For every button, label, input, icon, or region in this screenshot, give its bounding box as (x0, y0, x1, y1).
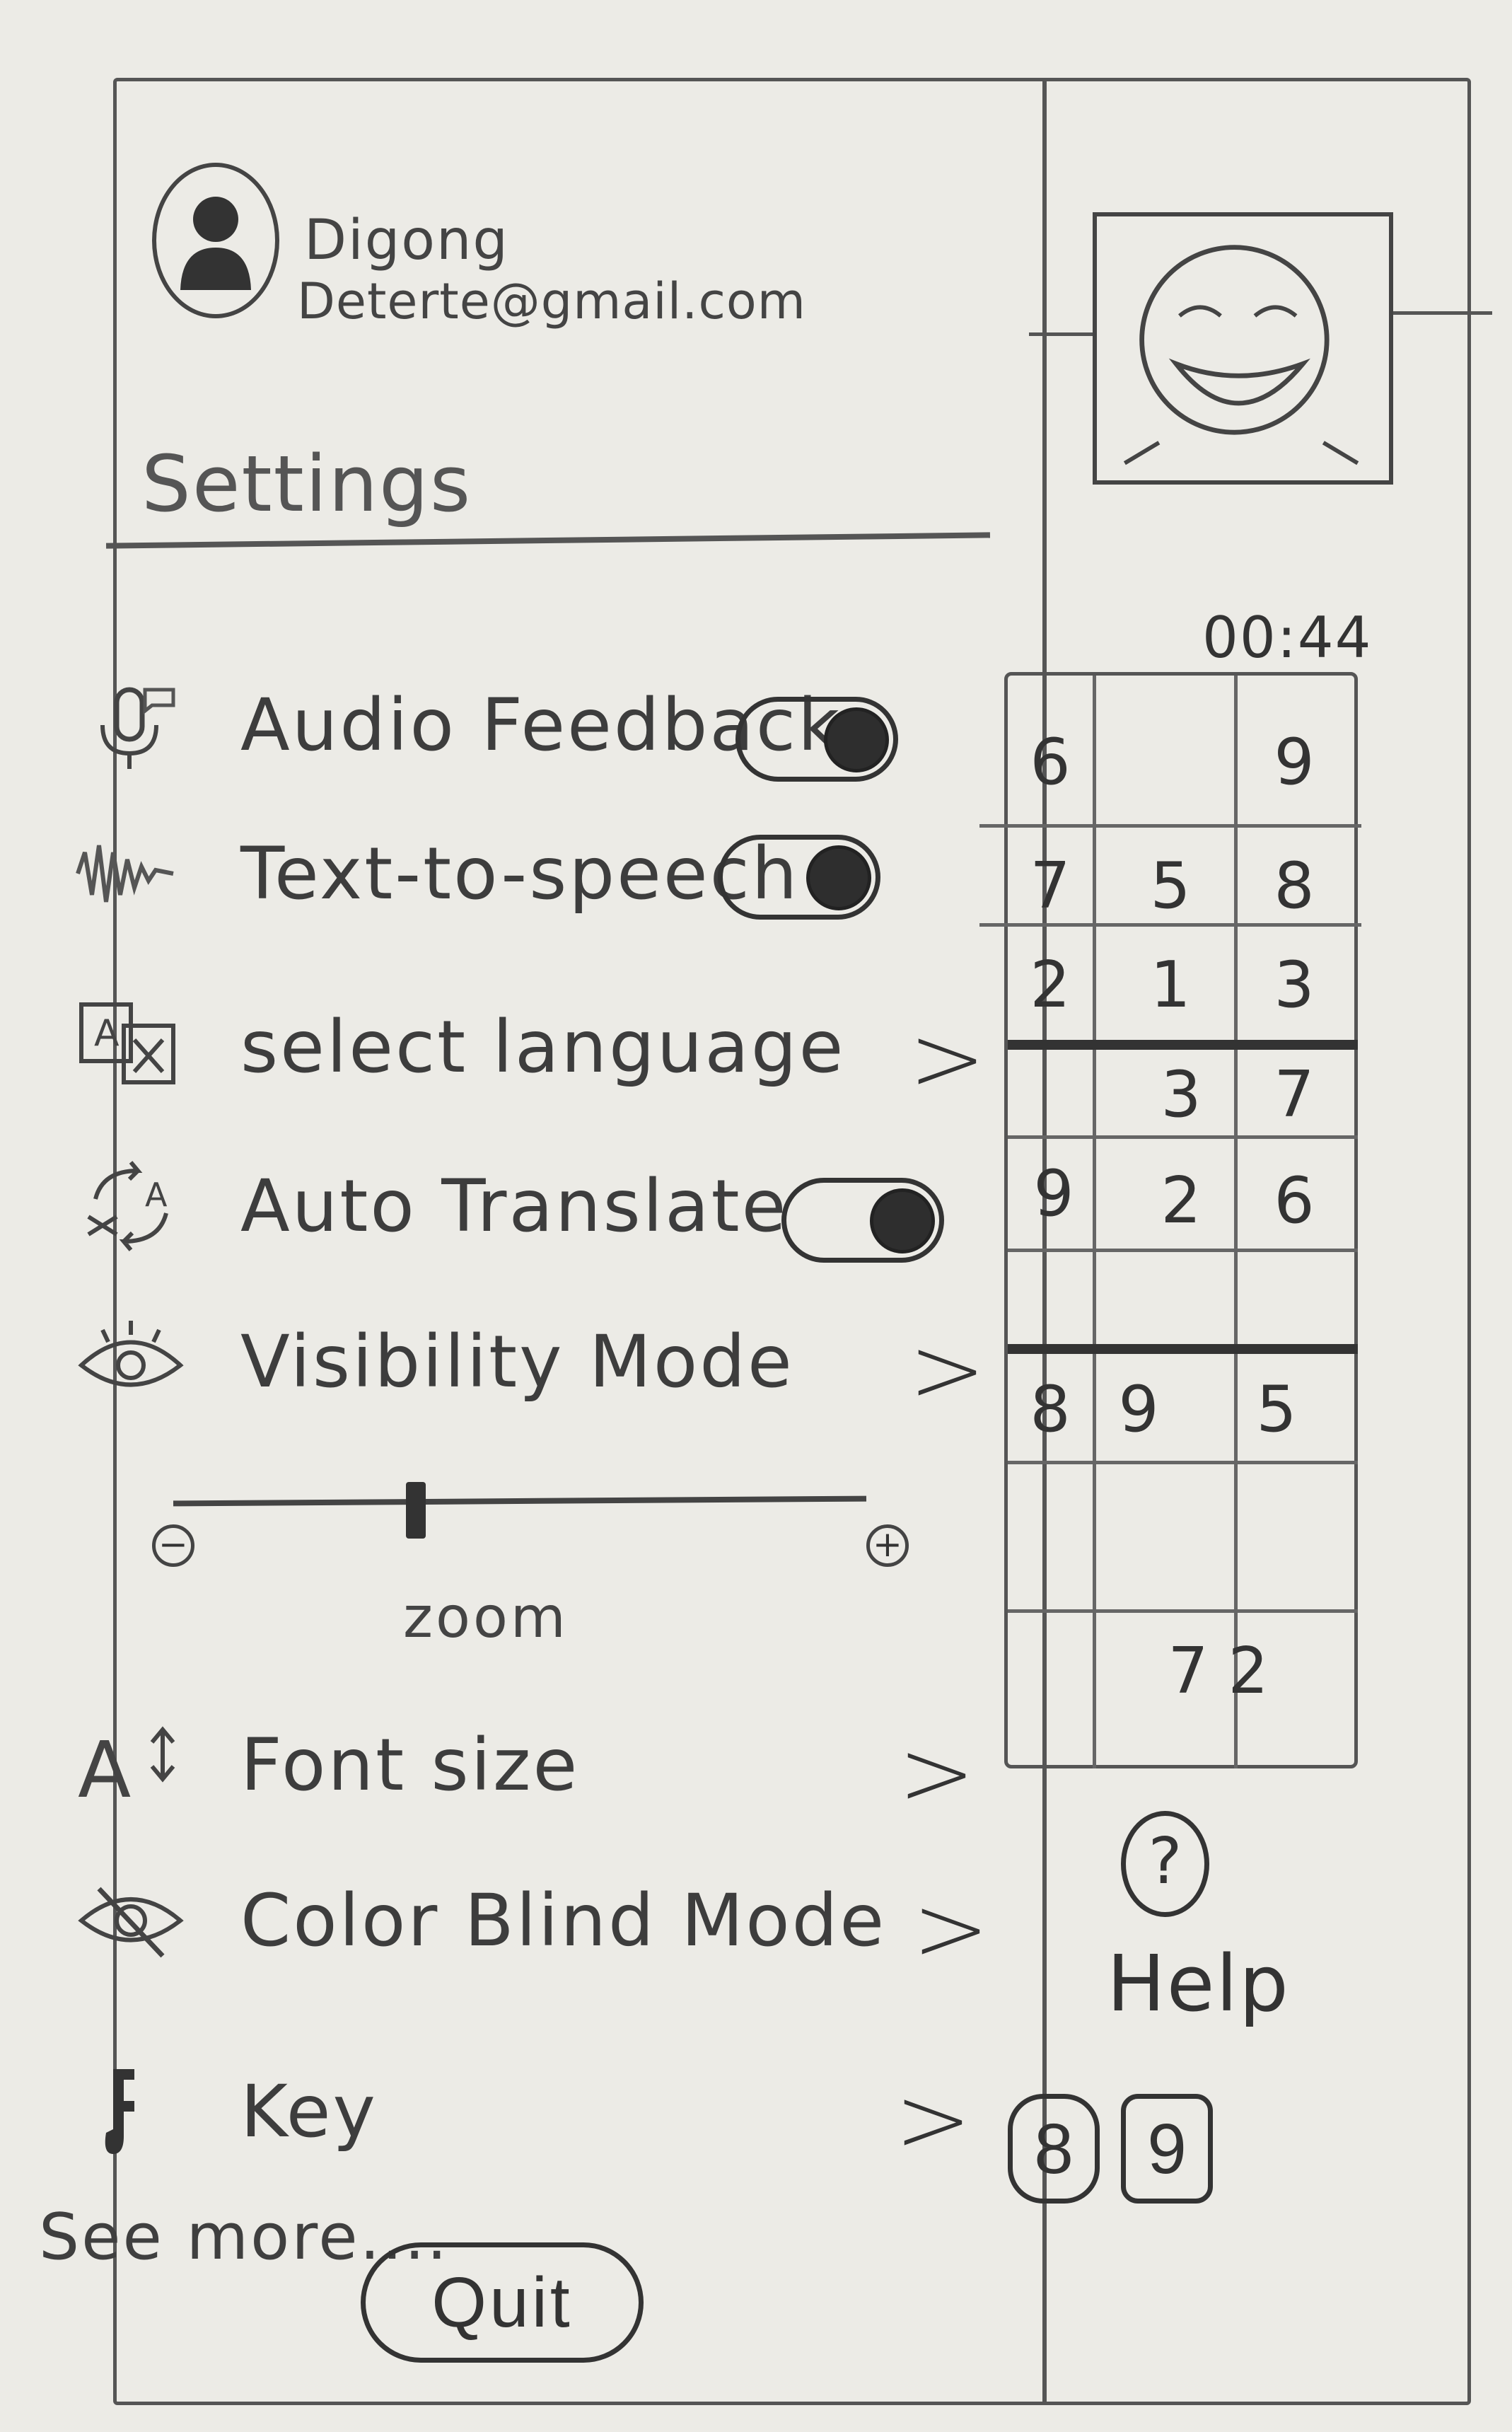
number-key-9[interactable]: 9 (1121, 2094, 1213, 2204)
number-key-8[interactable]: 8 (1008, 2094, 1100, 2204)
key-icon (64, 2058, 198, 2165)
settings-row-text-to-speech[interactable]: Text-to-speech (64, 813, 997, 934)
grid-block-divider (1008, 1344, 1358, 1354)
eye-slash-icon (64, 1868, 198, 1974)
grid-line (1008, 1461, 1358, 1464)
auto-translate-icon: A (64, 1153, 198, 1259)
zoom-label: zoom (403, 1585, 569, 1650)
grid-line (1008, 1609, 1358, 1613)
grid-cell[interactable]: 7 (1030, 849, 1071, 923)
font-size-icon: A (64, 1712, 198, 1818)
grid-line (1234, 676, 1238, 1768)
grid-cell[interactable]: 6 (1030, 725, 1071, 799)
text-to-speech-toggle[interactable] (718, 835, 880, 920)
settings-row-color-blind-mode[interactable]: Color Blind Mode (64, 1860, 997, 1981)
eye-icon (64, 1309, 198, 1415)
grid-cell[interactable]: 9 (1274, 725, 1315, 799)
grid-line (1008, 1135, 1358, 1139)
grid-line (1008, 1249, 1358, 1252)
quit-button[interactable]: Quit (361, 2242, 644, 2363)
color-blind-mode-chevron-icon[interactable]: > (912, 1875, 989, 1982)
visibility-mode-chevron-icon[interactable]: > (909, 1316, 986, 1423)
grid-cell[interactable]: 6 (1274, 1164, 1315, 1238)
grid-cell[interactable]: 2 (1030, 948, 1071, 1022)
grid-line (979, 824, 1361, 828)
svg-text:A: A (78, 1725, 131, 1814)
grid-line (979, 923, 1361, 927)
grid-cell[interactable]: 9 (1033, 1157, 1074, 1231)
sound-wave-icon (64, 821, 198, 927)
settings-label-color-blind-mode: Color Blind Mode (240, 1878, 887, 1963)
settings-label-text-to-speech: Text-to-speech (240, 831, 800, 916)
video-feed (1093, 212, 1393, 485)
grid-cell[interactable]: 7 (1274, 1058, 1315, 1132)
audio-feedback-toggle[interactable] (735, 697, 898, 782)
key-chevron-icon[interactable]: > (895, 2066, 972, 2173)
zoom-in-icon[interactable]: + (866, 1524, 909, 1567)
help-icon[interactable]: ? (1121, 1811, 1209, 1917)
grid-cell[interactable]: 7 (1168, 1634, 1209, 1708)
grid-cell[interactable]: 2 (1161, 1164, 1202, 1238)
settings-label-font-size: Font size (240, 1722, 580, 1807)
settings-label-visibility-mode: Visibility Mode (240, 1319, 794, 1404)
svg-text:A: A (145, 1176, 168, 1214)
translate-icon: A (64, 994, 198, 1100)
settings-row-font-size[interactable]: A Font size (64, 1705, 997, 1825)
settings-row-key[interactable]: Key (64, 2051, 997, 2172)
settings-title: Settings (141, 439, 472, 529)
grid-block-divider (1008, 1040, 1358, 1050)
grid-cell[interactable]: 9 (1118, 1372, 1159, 1447)
grid-cell[interactable]: 5 (1256, 1372, 1297, 1447)
font-size-chevron-icon[interactable]: > (898, 1719, 975, 1826)
settings-label-key: Key (240, 2069, 378, 2154)
settings-drawer (113, 78, 1047, 2405)
divider-line (1029, 332, 1093, 336)
user-name: Digong (304, 209, 509, 272)
game-timer: 00:44 (1202, 605, 1373, 671)
user-icon (180, 197, 251, 290)
smiley-face-icon (1123, 245, 1359, 465)
help-label[interactable]: Help (1107, 1938, 1290, 2029)
user-email: Deterte@gmail.com (297, 272, 806, 330)
zoom-slider-handle[interactable] (406, 1482, 426, 1539)
grid-cell[interactable]: 5 (1150, 849, 1191, 923)
grid-cell[interactable]: 3 (1274, 948, 1315, 1022)
grid-cell[interactable]: 2 (1228, 1634, 1269, 1708)
grid-cell[interactable]: 1 (1150, 948, 1191, 1022)
grid-cell[interactable]: 8 (1274, 849, 1315, 923)
settings-row-visibility-mode[interactable]: Visibility Mode (64, 1302, 997, 1422)
grid-line (1093, 676, 1096, 1768)
divider-line (1393, 311, 1492, 315)
auto-translate-toggle[interactable] (781, 1178, 944, 1263)
settings-row-select-language[interactable]: A select language (64, 987, 997, 1107)
app-frame (113, 78, 1471, 2405)
grid-cell[interactable]: 3 (1161, 1058, 1202, 1132)
settings-label-select-language: select language (240, 1004, 846, 1089)
grid-cell[interactable]: 8 (1030, 1372, 1071, 1447)
zoom-out-icon[interactable]: − (152, 1524, 194, 1567)
settings-label-auto-translate: Auto Translate (240, 1164, 789, 1249)
microphone-icon (64, 672, 198, 778)
avatar[interactable] (152, 163, 279, 318)
select-language-chevron-icon[interactable]: > (909, 1004, 986, 1112)
settings-row-auto-translate[interactable]: A Auto Translate (64, 1146, 997, 1266)
sudoku-grid: 6 9 7 5 8 2 1 3 3 7 9 2 6 8 9 5 7 2 (979, 672, 1361, 1768)
svg-text:A: A (94, 1012, 120, 1055)
